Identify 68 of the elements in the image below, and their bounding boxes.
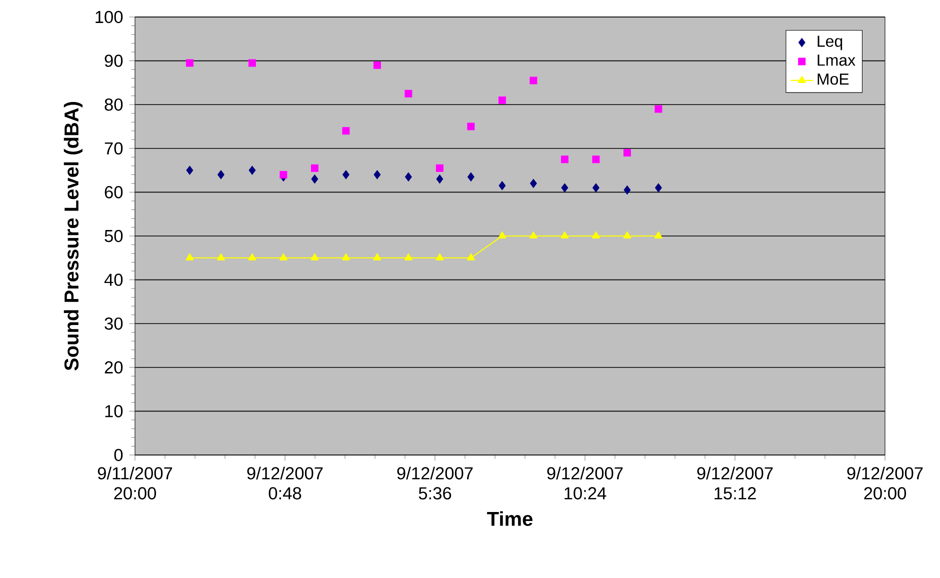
x-tick-label: 9/11/2007 20:00 [98, 466, 172, 500]
point [654, 231, 662, 239]
point [624, 185, 631, 195]
point [623, 231, 632, 239]
point [560, 231, 569, 239]
point [623, 149, 631, 157]
point [248, 59, 256, 67]
point [404, 253, 412, 260]
y-tick-label: 90 [104, 54, 123, 67]
point [654, 183, 662, 192]
point [186, 253, 194, 260]
point [404, 90, 412, 98]
point [217, 170, 224, 180]
point [467, 122, 475, 130]
point [374, 170, 381, 180]
point [248, 253, 256, 260]
point [310, 164, 318, 172]
y-tick-label: 60 [104, 186, 123, 198]
point [186, 166, 194, 175]
point [466, 253, 475, 260]
point [498, 96, 506, 104]
point [530, 178, 537, 188]
x-tick-label: 9/12/2007 10:24 [547, 466, 623, 500]
y-tick-label: 30 [104, 317, 123, 330]
point [592, 231, 600, 239]
point [467, 172, 474, 182]
y-tick-label: 0 [114, 448, 123, 462]
x-axis-title: Time [487, 511, 532, 526]
point [373, 253, 382, 260]
point [248, 166, 256, 175]
y-tick-label: 40 [104, 274, 123, 286]
legend-label: Leq [818, 36, 842, 50]
point [216, 253, 225, 260]
point [560, 156, 568, 164]
point [530, 76, 538, 84]
point [436, 174, 444, 184]
point [342, 253, 350, 260]
legend-label: MoE [818, 74, 849, 85]
point [592, 156, 600, 164]
point [498, 231, 506, 239]
y-tick-label: 10 [105, 405, 123, 418]
point [279, 253, 288, 260]
y-tick-label: 20 [104, 361, 123, 374]
point [186, 59, 194, 67]
point [310, 253, 319, 260]
point [342, 127, 350, 135]
x-tick-label: 9/12/2007 5:36 [397, 466, 473, 500]
point [592, 183, 600, 192]
point [311, 174, 318, 184]
y-tick-label: 80 [104, 98, 123, 111]
y-axis-title: Sound Pressure Level (dBA) [64, 102, 83, 370]
x-tick-label: 9/12/2007 15:12 [697, 466, 773, 500]
point [436, 164, 444, 172]
point [342, 170, 350, 180]
point [498, 181, 506, 190]
y-tick-label: 70 [104, 142, 123, 155]
x-tick-label: 9/12/2007 20:00 [847, 466, 923, 500]
point [654, 105, 662, 113]
y-tick-label: 50 [104, 230, 123, 242]
legend-label: Lmax [818, 54, 856, 66]
point [436, 253, 444, 260]
y-tick-label: 100 [96, 10, 123, 24]
point [373, 61, 381, 69]
point [561, 183, 568, 192]
point [404, 172, 412, 182]
point [529, 231, 538, 239]
point [280, 170, 288, 178]
x-tick-label: 9/12/2007 0:48 [247, 466, 323, 500]
